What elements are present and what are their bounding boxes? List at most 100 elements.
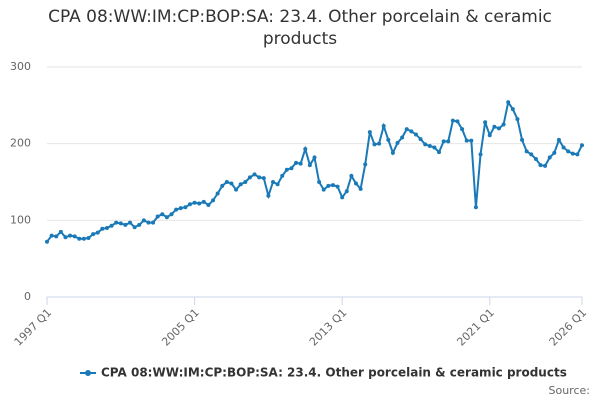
legend-label: CPA 08:WW:IM:CP:BOP:SA: 23.4. Other porc… (101, 366, 567, 380)
point (556, 137, 561, 142)
y-tick-label: 100 (10, 213, 31, 226)
point (580, 143, 584, 148)
point (473, 205, 478, 210)
point (284, 167, 289, 172)
point (483, 120, 488, 125)
point (215, 191, 220, 196)
point (321, 187, 326, 192)
point (409, 129, 414, 134)
y-tick-label: 0 (24, 290, 31, 303)
point (114, 220, 119, 225)
point (77, 236, 82, 241)
point (552, 150, 557, 155)
point (68, 233, 73, 238)
x-tick-label: 2021 Q1 (454, 306, 497, 349)
point (529, 152, 534, 157)
point (390, 150, 395, 155)
point (137, 222, 142, 227)
point (123, 222, 128, 227)
point (515, 117, 520, 122)
series-line (46, 99, 583, 243)
chart-title: CPA 08:WW:IM:CP:BOP:SA: 23.4. Other porc… (48, 7, 552, 49)
point (294, 160, 299, 165)
y-tick-label: 300 (10, 60, 31, 73)
point (118, 221, 123, 226)
point (506, 100, 511, 105)
point (81, 236, 86, 241)
point (543, 163, 548, 168)
point (238, 182, 243, 187)
point (524, 149, 529, 154)
point (487, 133, 492, 138)
point (270, 180, 275, 184)
point (400, 135, 405, 140)
point (160, 212, 165, 217)
point (58, 229, 63, 234)
point (354, 181, 359, 186)
point (427, 143, 432, 148)
point (63, 235, 68, 240)
point (340, 195, 345, 200)
point (510, 107, 515, 112)
point (192, 200, 197, 205)
point (261, 176, 266, 181)
point (404, 127, 409, 132)
point (211, 198, 216, 203)
point (395, 140, 400, 145)
point (243, 180, 248, 184)
point (432, 145, 437, 150)
point (109, 223, 114, 228)
point (441, 139, 446, 144)
point (280, 173, 285, 178)
point (206, 203, 211, 207)
point (460, 127, 465, 132)
point (372, 142, 377, 147)
point (566, 149, 571, 154)
point (330, 183, 335, 188)
point (418, 137, 423, 142)
point (344, 189, 349, 194)
point (164, 215, 169, 220)
point (220, 183, 225, 188)
point (335, 184, 340, 189)
point (104, 226, 109, 230)
point (367, 130, 372, 135)
x-tick-label: 2005 Q1 (159, 306, 202, 349)
point (381, 124, 386, 129)
point (183, 205, 188, 210)
point (307, 163, 312, 168)
point (533, 157, 538, 161)
point (377, 141, 382, 146)
point (187, 202, 192, 207)
point (128, 220, 133, 225)
point (450, 118, 455, 123)
point (100, 226, 105, 231)
point (312, 155, 317, 160)
point (95, 230, 100, 235)
point (45, 239, 49, 244)
point (570, 151, 575, 156)
point (317, 180, 322, 184)
legend-marker (85, 370, 91, 376)
point (464, 138, 469, 143)
point (72, 234, 77, 239)
point (155, 214, 160, 219)
point (91, 232, 96, 237)
point (86, 235, 91, 240)
source: Source: (549, 384, 591, 397)
point (501, 122, 506, 127)
point (349, 173, 354, 178)
point (423, 142, 428, 147)
y-tick-label: 200 (10, 137, 31, 150)
point (174, 207, 179, 212)
point (575, 152, 580, 157)
point (326, 183, 331, 188)
point (520, 137, 525, 142)
point (146, 220, 151, 225)
point (289, 166, 294, 171)
point (446, 139, 451, 144)
point (298, 161, 303, 166)
point (492, 124, 497, 129)
point (478, 152, 483, 157)
